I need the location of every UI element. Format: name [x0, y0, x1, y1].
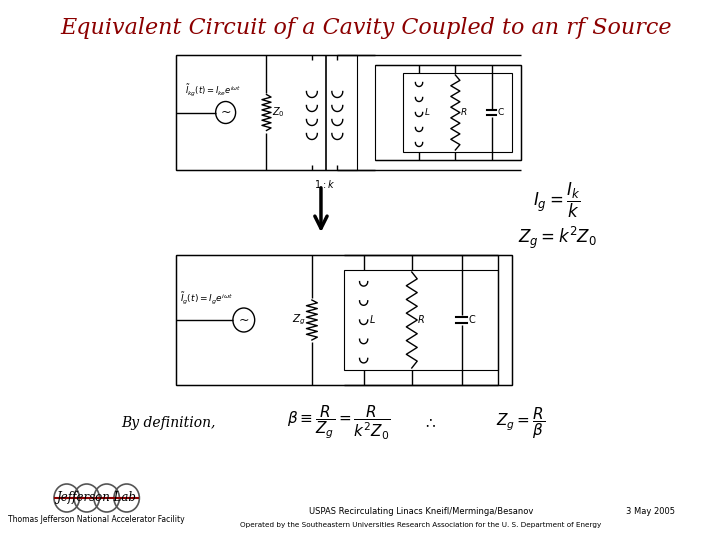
Text: $\tilde{I}_{kg}(t) = I_{ke}e^{i\omega t}$: $\tilde{I}_{kg}(t) = I_{ke}e^{i\omega t}…: [185, 83, 241, 98]
Bar: [176, 55, 357, 170]
Text: By definition,: By definition,: [121, 416, 215, 430]
Text: $\tilde{I}_g(t) = I_g e^{i\omega t}$: $\tilde{I}_g(t) = I_g e^{i\omega t}$: [180, 290, 233, 306]
Text: L: L: [370, 315, 375, 325]
Text: $I_g = \dfrac{I_k}{k}$: $I_g = \dfrac{I_k}{k}$: [534, 180, 581, 220]
Text: ~: ~: [220, 106, 231, 119]
Bar: [343, 270, 498, 370]
Bar: [402, 73, 512, 152]
Text: Operated by the Southeastern Universities Research Association for the U. S. Dep: Operated by the Southeastern Universitie…: [240, 522, 601, 528]
Text: R: R: [418, 315, 425, 325]
Text: C: C: [468, 315, 474, 325]
FancyBboxPatch shape: [36, 0, 697, 540]
Text: C: C: [497, 108, 503, 117]
Text: $Z_0$: $Z_0$: [272, 106, 284, 119]
Text: Thomas Jefferson National Accelerator Facility: Thomas Jefferson National Accelerator Fa…: [9, 516, 185, 524]
Text: $\therefore$: $\therefore$: [423, 415, 437, 430]
Bar: [375, 65, 521, 160]
Text: L: L: [425, 108, 430, 117]
Text: Jefferson Lab: Jefferson Lab: [57, 491, 137, 504]
Text: $Z_g = k^2 Z_0$: $Z_g = k^2 Z_0$: [518, 225, 597, 251]
Text: Equivalent Circuit of a Cavity Coupled to an rf Source: Equivalent Circuit of a Cavity Coupled t…: [60, 17, 672, 39]
Text: USPAS Recirculating Linacs Kneifl/Merminga/Besanov: USPAS Recirculating Linacs Kneifl/Mermin…: [309, 508, 533, 516]
Text: $1:k$: $1:k$: [314, 178, 336, 190]
Text: $\beta \equiv \dfrac{R}{Z_g} = \dfrac{R}{k^2 Z_0}$: $\beta \equiv \dfrac{R}{Z_g} = \dfrac{R}…: [287, 404, 391, 442]
Text: $Z_g = \dfrac{R}{\beta}$: $Z_g = \dfrac{R}{\beta}$: [496, 405, 545, 441]
Text: ~: ~: [238, 314, 249, 327]
Text: $Z_g$: $Z_g$: [292, 313, 305, 327]
Text: R: R: [461, 108, 467, 117]
Text: 3 May 2005: 3 May 2005: [626, 508, 675, 516]
Bar: [176, 255, 512, 385]
